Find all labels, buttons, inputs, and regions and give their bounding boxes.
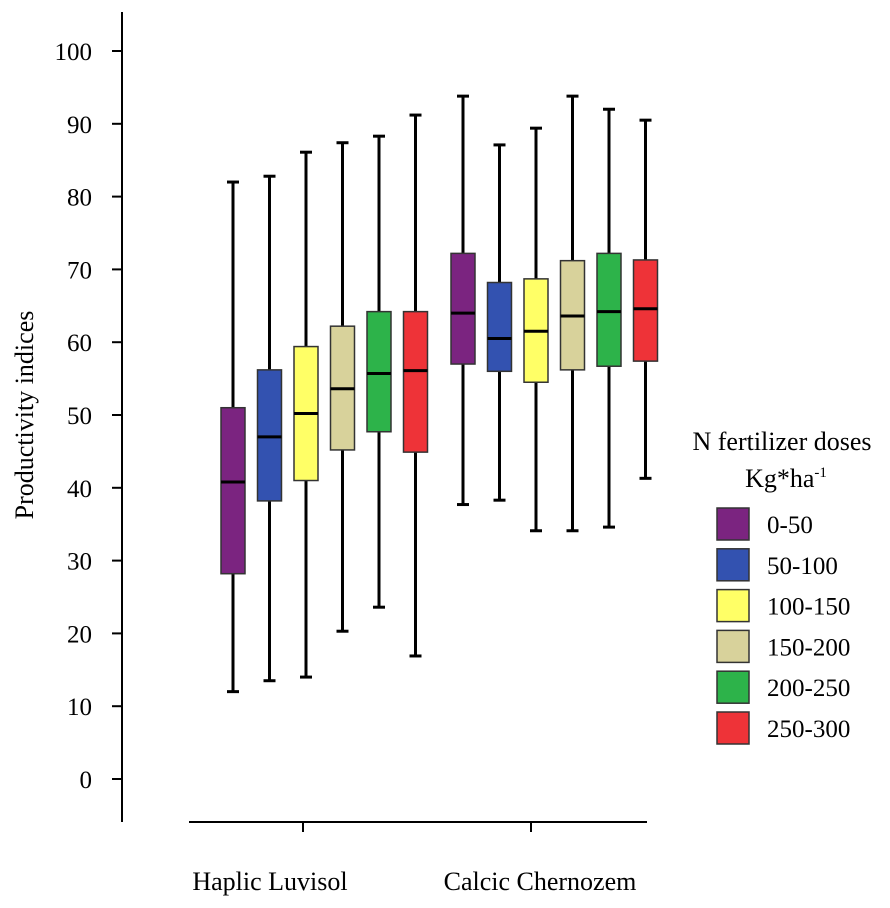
- y-tick-label-0: 0: [80, 767, 93, 794]
- legend-swatch: [716, 588, 750, 623]
- y-tick-label-20: 20: [67, 621, 92, 648]
- legend-item-0-50: 0-50: [716, 507, 813, 541]
- box-150-200-0: [329, 141, 356, 633]
- legend-swatch: [716, 548, 750, 582]
- box-50-100-1: [486, 143, 513, 502]
- legend-item-100-150: 100-150: [716, 588, 850, 623]
- legend-label: 100-150: [767, 594, 850, 621]
- box-100-150-0: [293, 150, 319, 679]
- iqr-box: [596, 252, 622, 367]
- legend-item-200-250: 200-250: [716, 670, 850, 704]
- legend-label: 0-50: [767, 512, 813, 539]
- box-series-group: [220, 94, 659, 694]
- category-label-haplic-luvisol: Haplic Luvisol: [192, 867, 347, 896]
- legend-label: 150-200: [767, 634, 850, 661]
- y-tick-label-40: 40: [67, 476, 92, 503]
- y-tick-label-90: 90: [67, 112, 92, 139]
- y-tick-label-70: 70: [67, 257, 92, 284]
- box-200-250-1: [596, 107, 622, 529]
- box-100-150-1: [523, 126, 549, 533]
- legend-swatch: [716, 507, 750, 541]
- iqr-box: [486, 281, 513, 373]
- box-0-50-0: [220, 180, 246, 694]
- legend-title-unit-sup: -1: [814, 465, 827, 481]
- legend: N fertilizer doses Kg*ha-1 0-50 50-100 100…: [692, 427, 872, 745]
- box-250-300-0: [402, 113, 429, 658]
- category-label-calcic-chernozem: Calcic Chernozem: [444, 867, 637, 896]
- box-200-250-0: [366, 134, 392, 609]
- y-tick-label-60: 60: [67, 330, 92, 357]
- legend-swatch: [716, 670, 750, 704]
- legend-item-150-200: 150-200: [716, 629, 850, 664]
- box-150-200-1: [559, 94, 586, 533]
- legend-item-50-100: 50-100: [716, 548, 838, 582]
- box-0-50-1: [450, 94, 476, 507]
- iqr-box: [402, 310, 429, 453]
- y-tick-label-50: 50: [67, 403, 92, 430]
- x-axis: [189, 821, 647, 832]
- legend-title-unit: Kg*ha: [745, 464, 815, 493]
- legend-label: 250-300: [767, 716, 850, 743]
- y-axis: 0 10 20 30 40 50 60 70 80 90 100: [55, 12, 123, 822]
- y-tick-label-100: 100: [55, 39, 93, 66]
- y-tick-label-30: 30: [67, 549, 92, 576]
- legend-item-250-300: 250-300: [716, 711, 850, 745]
- legend-label: 50-100: [767, 553, 838, 580]
- iqr-box: [450, 252, 476, 365]
- y-tick-label-80: 80: [67, 185, 92, 212]
- iqr-box: [366, 310, 392, 433]
- legend-title-line1: N fertilizer doses: [692, 427, 871, 456]
- box-50-100-0: [256, 174, 283, 683]
- legend-items: 0-50 50-100 100-150 150-200 200-250 250-300: [716, 507, 850, 745]
- legend-swatch: [716, 629, 750, 664]
- iqr-box: [632, 259, 659, 362]
- box-250-300-1: [632, 118, 659, 480]
- iqr-box: [220, 406, 246, 575]
- legend-title-line2: Kg*ha-1: [745, 464, 827, 493]
- legend-label: 200-250: [767, 675, 850, 702]
- y-tick-label-10: 10: [67, 694, 92, 721]
- y-axis-title: Productivity indices: [10, 311, 39, 520]
- legend-swatch: [716, 711, 750, 745]
